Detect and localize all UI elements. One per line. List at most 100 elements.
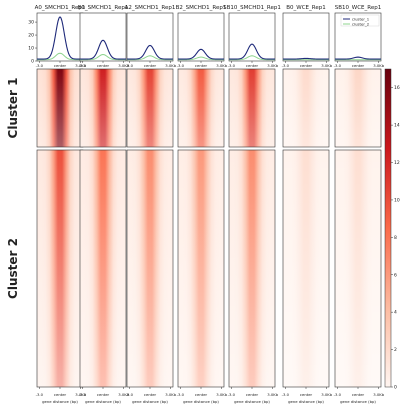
heatmap-fade-cluster-1: [37, 69, 83, 147]
heatmap-fade-cluster-2: [335, 150, 381, 387]
profile-line-cluster-2: [229, 55, 275, 61]
colorbar-tick-label: 0: [394, 385, 397, 391]
profile-x-tick-label: 3.0Kb: [75, 63, 87, 68]
profile-x-tick-label: center: [246, 63, 259, 68]
profile-x-tick-label: 3.0Kb: [165, 63, 177, 68]
colorbar: 0 2 4 6 8 10 12 14 16: [384, 68, 400, 391]
heatmap-x-tick-label: center: [144, 392, 157, 397]
heatmap-x-axis-label: gene distance (bp): [288, 399, 324, 404]
profile-x-tick-label: -3.0: [79, 63, 87, 68]
legend-entry: cluster_1: [352, 16, 370, 21]
profile-x-tick-label: center: [300, 63, 313, 68]
profile-line-cluster-1: [283, 57, 329, 60]
profile-line-cluster-1: [127, 44, 173, 60]
profile-x-tick-label: -3.0: [334, 63, 342, 68]
colorbar-tick-label: 14: [394, 123, 400, 129]
legend-box: [340, 14, 380, 27]
profile-line-cluster-2: [37, 52, 83, 61]
heatmap-x-tick-label: center: [54, 392, 67, 397]
colorbar-tick-label: 10: [394, 197, 400, 203]
colorbar-tick-label: 12: [394, 160, 400, 166]
heatmap-fade-cluster-1: [283, 69, 329, 147]
profile-y-tick-label: 30: [28, 20, 34, 26]
colorbar-tick-label: 2: [394, 347, 397, 353]
profile-frame: [177, 12, 225, 62]
heatmap-fade-cluster-1: [178, 69, 224, 147]
heatmap-x-axis-label: gene distance (bp): [132, 399, 168, 404]
profile-line-cluster-1: [229, 43, 275, 60]
profile-line-cluster-2: [80, 54, 126, 61]
heatmap-frame-cluster-1: [282, 68, 330, 148]
profile-x-tick-label: center: [352, 63, 365, 68]
heatmap-frame-cluster-1: [334, 68, 382, 148]
profile-x-tick-label: center: [97, 63, 110, 68]
profile-line-cluster-1: [335, 56, 381, 60]
column-title: A2_SMCHD1_Rep1: [125, 5, 176, 11]
profile-frame: [79, 12, 127, 62]
heatmap-fade-cluster-1: [127, 69, 173, 147]
profile-line-cluster-2: [178, 56, 224, 61]
row-label-cluster-1: Cluster 1: [6, 78, 20, 139]
heatmap-x-tick-label: 3.0Kb: [373, 392, 385, 397]
colorbar-tick-label: 4: [394, 310, 397, 316]
heatmap-x-axis-label: gene distance (bp): [85, 399, 121, 404]
heatmap-fade-cluster-2: [229, 150, 275, 387]
heatmap-x-tick-label: 3.0Kb: [165, 392, 177, 397]
heatmap-x-tick-label: -3.0: [126, 392, 134, 397]
heatmap-x-tick-label: 3.0Kb: [216, 392, 228, 397]
heatmap-x-tick-label: -3.0: [36, 392, 44, 397]
heatmap-x-tick-label: center: [300, 392, 313, 397]
profile-x-tick-label: -3.0: [36, 63, 44, 68]
row-label-cluster-2: Cluster 2: [6, 238, 20, 299]
column-title: SB10_SMCHD1_Rep1: [223, 5, 281, 11]
column-title: B2_SMCHD1_Rep1: [176, 5, 227, 11]
profile-line-cluster-1: [178, 48, 224, 60]
heatmap-fade-cluster-1: [229, 69, 275, 147]
heatmap-x-tick-label: center: [195, 392, 208, 397]
profile-x-tick-label: center: [54, 63, 67, 68]
profile-line-cluster-2: [127, 55, 173, 61]
heatmap-fade-cluster-1: [335, 69, 381, 147]
heatmap-fade-cluster-2: [178, 150, 224, 387]
heatmap-x-tick-label: -3.0: [282, 392, 290, 397]
heatmap-frame-cluster-1: [79, 68, 127, 148]
profile-x-tick-label: center: [144, 63, 157, 68]
profile-y-tick-label: 10: [28, 46, 34, 52]
heatmap-x-tick-label: 3.0Kb: [75, 392, 87, 397]
colorbar-tick-label: 6: [394, 272, 397, 278]
profile-line-cluster-1: [80, 39, 126, 60]
profile-x-tick-label: 3.0Kb: [216, 63, 228, 68]
profile-frame: [36, 12, 84, 62]
heatmap-frame-cluster-1: [177, 68, 225, 148]
row-labels: Cluster 1 Cluster 2: [6, 78, 20, 299]
column-title: A0_SMCHD1_Rep1: [35, 5, 86, 11]
profile-x-tick-label: -3.0: [177, 63, 185, 68]
profile-x-tick-label: center: [195, 63, 208, 68]
heatmap-x-tick-label: -3.0: [228, 392, 236, 397]
heatmap-x-axis-label: gene distance (bp): [234, 399, 270, 404]
profile-frame: [228, 12, 276, 62]
heatmap-fade-cluster-2: [283, 150, 329, 387]
heatmap-fade-cluster-2: [80, 150, 126, 387]
profile-x-tick-label: 3.0Kb: [118, 63, 130, 68]
heatmap-x-tick-label: 3.0Kb: [321, 392, 333, 397]
profile-frame: [126, 12, 174, 62]
column-title: B0_WCE_Rep1: [286, 5, 325, 11]
profile-frame: [282, 12, 330, 62]
heatmap-x-tick-label: center: [246, 392, 259, 397]
column-title: B0_SMCHD1_Rep1: [78, 5, 129, 11]
heatmap-x-tick-label: 3.0Kb: [267, 392, 279, 397]
heatmap-x-tick-label: -3.0: [177, 392, 185, 397]
colorbar-tick-label: 8: [394, 235, 397, 241]
legend-entry: cluster_2: [352, 21, 370, 26]
heatmap-x-tick-label: 3.0Kb: [118, 392, 130, 397]
column-title: SB10_WCE_Rep1: [335, 5, 381, 11]
profile-line-cluster-1: [37, 16, 83, 60]
profile-panels: A0_SMCHD1_Rep1 -3.0 center 3.0Kb 0 10 20 30 B0_S…: [28, 5, 384, 68]
profile-x-tick-label: -3.0: [126, 63, 134, 68]
heatmap-x-tick-label: center: [352, 392, 365, 397]
heatmap-frame-cluster-1: [228, 68, 276, 148]
